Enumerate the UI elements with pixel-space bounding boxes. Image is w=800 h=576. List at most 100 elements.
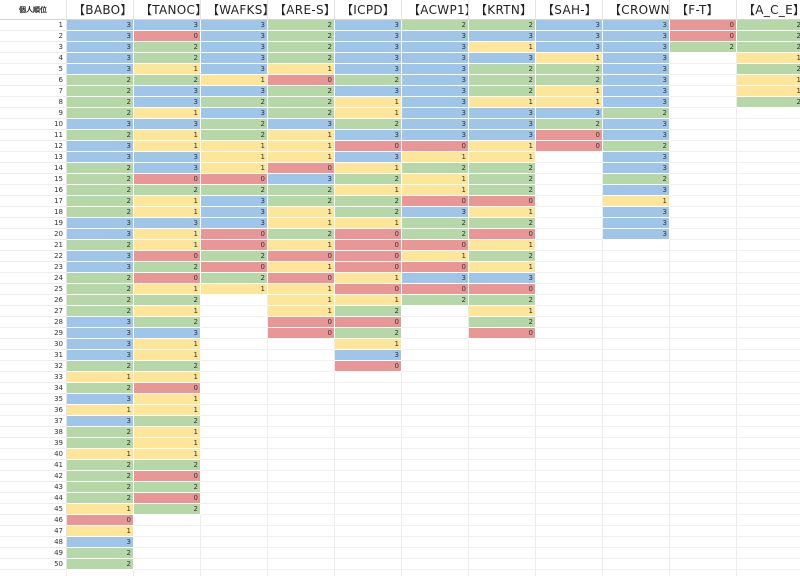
score-cell[interactable]: 3 (603, 185, 670, 196)
score-cell[interactable]: 2 (335, 207, 402, 218)
score-cell[interactable]: 3 (67, 152, 134, 163)
score-cell[interactable]: 3 (201, 42, 268, 53)
score-cell[interactable]: 3 (335, 350, 402, 361)
score-cell[interactable]: 3 (268, 119, 335, 130)
score-cell[interactable]: 1 (134, 108, 201, 119)
score-cell[interactable]: 3 (335, 64, 402, 75)
score-cell[interactable]: 3 (335, 130, 402, 141)
score-cell[interactable]: 3 (67, 328, 134, 339)
score-cell[interactable]: 1 (134, 394, 201, 405)
score-cell[interactable]: 1 (268, 64, 335, 75)
score-cell[interactable]: 3 (67, 317, 134, 328)
score-cell[interactable]: 3 (67, 262, 134, 273)
score-cell[interactable]: 1 (737, 86, 800, 97)
score-cell[interactable]: 2 (67, 295, 134, 306)
score-cell[interactable]: 2 (737, 31, 800, 42)
score-cell[interactable]: 3 (134, 152, 201, 163)
score-cell[interactable]: 3 (335, 42, 402, 53)
score-cell[interactable]: 2 (67, 196, 134, 207)
score-cell[interactable]: 2 (134, 42, 201, 53)
score-cell[interactable]: 2 (201, 97, 268, 108)
score-cell[interactable]: 3 (603, 207, 670, 218)
score-cell[interactable]: 2 (134, 504, 201, 515)
score-cell[interactable]: 2 (134, 460, 201, 471)
score-cell[interactable]: 2 (67, 185, 134, 196)
score-cell[interactable]: 3 (469, 108, 536, 119)
score-cell[interactable]: 3 (402, 130, 469, 141)
score-cell[interactable]: 1 (469, 42, 536, 53)
score-cell[interactable]: 1 (201, 152, 268, 163)
score-cell[interactable]: 2 (268, 53, 335, 64)
score-cell[interactable]: 3 (67, 537, 134, 548)
score-cell[interactable]: 1 (536, 53, 603, 64)
score-cell[interactable]: 3 (402, 119, 469, 130)
score-cell[interactable]: 3 (67, 53, 134, 64)
score-cell[interactable]: 1 (335, 339, 402, 350)
score-cell[interactable]: 3 (402, 207, 469, 218)
score-cell[interactable]: 3 (402, 273, 469, 284)
score-cell[interactable]: 0 (402, 196, 469, 207)
score-cell[interactable]: 3 (402, 64, 469, 75)
score-cell[interactable]: 0 (469, 196, 536, 207)
score-cell[interactable]: 3 (67, 350, 134, 361)
score-cell[interactable]: 0 (402, 262, 469, 273)
score-cell[interactable]: 2 (67, 306, 134, 317)
score-cell[interactable]: 1 (268, 240, 335, 251)
score-cell[interactable]: 0 (134, 31, 201, 42)
score-cell[interactable]: 0 (402, 141, 469, 152)
score-cell[interactable]: 2 (737, 42, 800, 53)
score-cell[interactable]: 3 (201, 196, 268, 207)
score-cell[interactable]: 1 (469, 240, 536, 251)
score-cell[interactable]: 0 (134, 273, 201, 284)
team-column-header[interactable]: 【ICPD】 (335, 0, 402, 20)
team-column-header[interactable]: 【BABO】 (67, 0, 134, 20)
team-column-header[interactable]: 【KRTN】 (469, 0, 536, 20)
score-cell[interactable]: 2 (536, 119, 603, 130)
score-cell[interactable]: 2 (402, 163, 469, 174)
score-cell[interactable]: 3 (402, 75, 469, 86)
score-cell[interactable]: 2 (670, 42, 737, 53)
score-cell[interactable]: 1 (201, 75, 268, 86)
score-cell[interactable]: 3 (67, 64, 134, 75)
score-cell[interactable]: 3 (201, 53, 268, 64)
score-cell[interactable]: 2 (67, 174, 134, 185)
score-cell[interactable]: 3 (603, 152, 670, 163)
score-cell[interactable]: 2 (268, 31, 335, 42)
score-cell[interactable]: 3 (134, 86, 201, 97)
team-column-header[interactable]: 【ARE-S】 (268, 0, 335, 20)
score-cell[interactable]: 3 (201, 207, 268, 218)
score-cell[interactable]: 0 (335, 251, 402, 262)
score-cell[interactable]: 1 (134, 229, 201, 240)
score-cell[interactable]: 1 (134, 130, 201, 141)
score-cell[interactable]: 1 (469, 306, 536, 317)
corner-header[interactable]: 個人順位 (0, 0, 67, 20)
score-cell[interactable]: 2 (737, 20, 800, 31)
score-cell[interactable]: 3 (402, 108, 469, 119)
score-cell[interactable]: 0 (469, 284, 536, 295)
score-cell[interactable]: 2 (67, 493, 134, 504)
score-cell[interactable]: 2 (268, 229, 335, 240)
score-cell[interactable]: 1 (67, 372, 134, 383)
score-cell[interactable]: 1 (134, 64, 201, 75)
score-cell[interactable]: 2 (268, 185, 335, 196)
score-cell[interactable]: 3 (469, 130, 536, 141)
score-cell[interactable]: 1 (268, 207, 335, 218)
score-cell[interactable]: 0 (402, 284, 469, 295)
score-cell[interactable]: 0 (134, 493, 201, 504)
score-cell[interactable]: 3 (67, 31, 134, 42)
score-cell[interactable]: 1 (201, 284, 268, 295)
score-cell[interactable]: 2 (268, 97, 335, 108)
score-cell[interactable]: 1 (536, 97, 603, 108)
score-cell[interactable]: 1 (134, 196, 201, 207)
score-cell[interactable]: 1 (335, 163, 402, 174)
score-cell[interactable]: 3 (536, 31, 603, 42)
score-cell[interactable]: 2 (134, 295, 201, 306)
score-cell[interactable]: 0 (335, 284, 402, 295)
score-cell[interactable]: 1 (268, 295, 335, 306)
score-cell[interactable]: 1 (268, 262, 335, 273)
score-cell[interactable]: 3 (603, 42, 670, 53)
score-cell[interactable]: 2 (201, 119, 268, 130)
score-cell[interactable]: 3 (201, 64, 268, 75)
team-column-header[interactable]: 【ACWP1】 (402, 0, 469, 20)
score-cell[interactable]: 1 (335, 185, 402, 196)
